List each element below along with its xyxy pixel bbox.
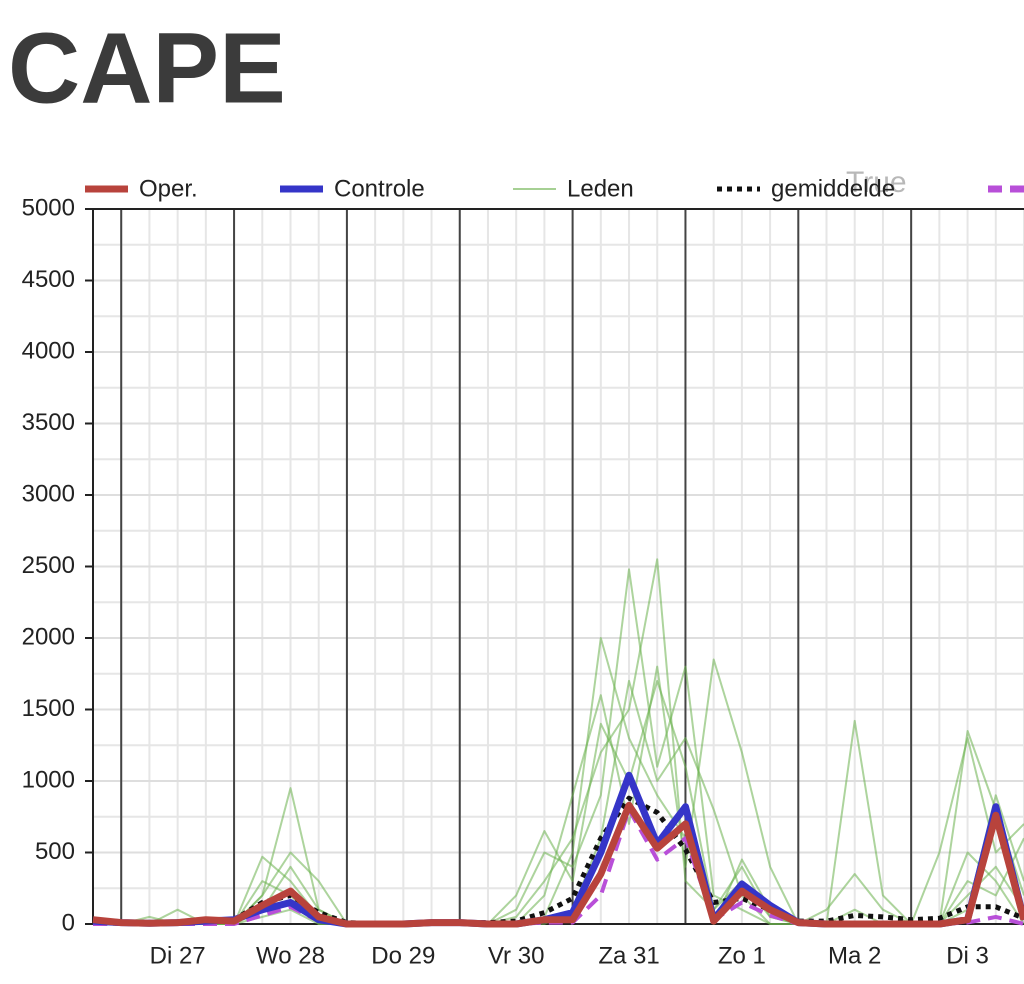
series-line — [92, 801, 1024, 928]
series-line — [92, 771, 1024, 928]
y-tick-label: 1500 — [22, 695, 75, 722]
y-tick-label: 3000 — [22, 480, 75, 507]
x-tick-label: Zo 1 — [718, 942, 766, 969]
y-tick-label: 500 — [35, 838, 75, 865]
member-line — [93, 679, 1024, 925]
y-tick-label: 5000 — [22, 194, 75, 221]
y-tick-label: 2500 — [22, 552, 75, 579]
legend-label: Controle — [334, 175, 425, 202]
y-tick-label: 4000 — [22, 337, 75, 364]
series-line — [92, 795, 1024, 926]
y-tick-label: 1000 — [22, 766, 75, 793]
y-tick-label: 0 — [62, 909, 75, 936]
x-tick-label: Za 31 — [598, 942, 659, 969]
x-tick-label: Ma 2 — [828, 942, 881, 969]
y-tick-label: 3500 — [22, 409, 75, 436]
member-line — [93, 568, 1024, 925]
x-tick-label: Di 3 — [946, 942, 989, 969]
y-tick-label: 2000 — [22, 623, 75, 650]
member-line — [93, 558, 1024, 925]
x-tick-label: Wo 28 — [256, 942, 325, 969]
x-tick-label: Vr 30 — [488, 942, 544, 969]
legend-label: Leden — [567, 175, 634, 202]
y-tick-label: 4500 — [22, 266, 75, 293]
annotation: True — [846, 166, 907, 199]
x-tick-label: Do 29 — [371, 942, 435, 969]
legend-label: Oper. — [139, 175, 198, 202]
x-tick-label: Di 27 — [150, 942, 206, 969]
chart-title: CAPE — [8, 12, 286, 124]
legend-label: gemiddelde — [771, 175, 895, 202]
